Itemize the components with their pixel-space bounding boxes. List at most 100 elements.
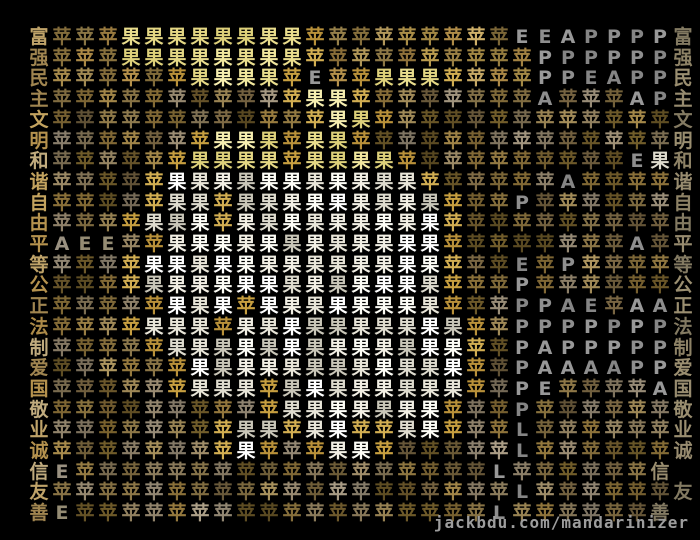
mosaic-cell: 苹 [558, 377, 578, 400]
mosaic-cell: 苹 [52, 419, 72, 442]
mosaic-cell: 苹 [489, 108, 509, 131]
mosaic-cell: 苹 [604, 170, 624, 193]
mosaic-cell: 苹 [305, 460, 325, 483]
mosaic-cell: 文 [673, 108, 693, 131]
mosaic-cell: 果 [167, 46, 187, 69]
mosaic-cell: 苹 [397, 150, 417, 173]
mosaic-cell: 苹 [374, 419, 394, 442]
mosaic-cell: 果 [351, 191, 371, 214]
mosaic-cell: 苹 [535, 460, 555, 483]
mosaic-cell: 明 [29, 129, 49, 152]
mosaic-cell: 苹 [489, 481, 509, 504]
mosaic-cell: 苹 [75, 440, 95, 462]
mosaic-cell: 苹 [213, 419, 233, 442]
mosaic-cell: 苹 [397, 440, 417, 462]
mosaic-cell: 果 [121, 46, 141, 69]
mosaic-cell: 苹 [167, 460, 187, 483]
mosaic-cell: 苹 [512, 212, 532, 235]
mosaic-cell: 果 [190, 315, 210, 338]
mosaic-cell: 苹 [581, 233, 601, 255]
mosaic-cell: 苹 [190, 88, 210, 111]
mosaic-cell: 果 [328, 108, 348, 131]
mosaic-cell: 苹 [52, 253, 72, 276]
mosaic-cell: 苹 [581, 191, 601, 214]
mosaic-cell: 果 [374, 315, 394, 338]
mosaic-cell: 苹 [604, 233, 624, 255]
mosaic-cell: 苹 [581, 481, 601, 504]
mosaic-cell: 苹 [512, 129, 532, 152]
mosaic-cell: 苹 [604, 295, 624, 318]
mosaic-cell: 法 [29, 315, 49, 338]
mosaic-cell: 苹 [75, 295, 95, 318]
mosaic-cell: 苹 [144, 191, 164, 214]
mosaic-cell: 苹 [259, 440, 279, 462]
mosaic-cell: 苹 [98, 502, 118, 525]
mosaic-cell: 苹 [443, 398, 463, 421]
mosaic-cell: 苹 [558, 88, 578, 111]
mosaic-cell: 果 [397, 398, 417, 421]
mosaic-cell: 苹 [167, 357, 187, 380]
mosaic-cell: 苹 [512, 502, 532, 525]
mosaic-cell: 果 [397, 295, 417, 318]
mosaic-cell: 苹 [489, 67, 509, 90]
mosaic-cell: 苹 [236, 398, 256, 421]
mosaic-cell: 果 [236, 377, 256, 400]
site-credit-url: jackbdu.com/mandarinizer [433, 513, 689, 532]
mosaic-cell: 苹 [443, 212, 463, 235]
mosaic-cell: 果 [420, 274, 440, 297]
mosaic-cell: 果 [190, 377, 210, 400]
mosaic-cell: 苹 [558, 150, 578, 173]
mosaic-cell: 苹 [604, 191, 624, 214]
mosaic-cell: 果 [213, 253, 233, 276]
mosaic-cell: 果 [328, 274, 348, 297]
mosaic-cell: 苹 [420, 460, 440, 483]
mosaic-cell: 苹 [558, 502, 578, 525]
mosaic-cell: P [515, 336, 529, 359]
mosaic-cell: 果 [420, 315, 440, 338]
mosaic-cell: 苹 [98, 88, 118, 111]
mosaic-cell: 苹 [581, 398, 601, 421]
mosaic-cell: 主 [673, 88, 693, 111]
mosaic-cell: 苹 [489, 419, 509, 442]
mosaic-cell: 果 [328, 191, 348, 214]
mosaic-cell: 苹 [604, 108, 624, 131]
mosaic-cell: 苹 [282, 502, 302, 525]
mosaic-cell: 苹 [121, 253, 141, 276]
mosaic-cell: 苹 [282, 88, 302, 111]
mosaic-cell: P [561, 315, 575, 338]
mosaic-cell: 苹 [282, 108, 302, 131]
mosaic-cell: 果 [328, 150, 348, 173]
mosaic-cell: 苹 [535, 191, 555, 214]
mosaic-cell: 苹 [420, 440, 440, 462]
mosaic-cell: 苹 [558, 419, 578, 442]
mosaic-cell: 苹 [604, 502, 624, 525]
mosaic-cell: 苹 [581, 440, 601, 462]
mosaic-cell: P [515, 315, 529, 338]
mosaic-cell: 果 [351, 440, 371, 462]
mosaic-cell: P [607, 26, 621, 48]
mosaic-cell: 果 [351, 274, 371, 297]
mosaic-cell: 苹 [558, 440, 578, 462]
mosaic-cell: 果 [259, 26, 279, 48]
mosaic-cell: 苹 [443, 419, 463, 442]
mosaic-cell: 苹 [489, 440, 509, 462]
mosaic-cell: 苹 [397, 26, 417, 48]
mosaic-cell: 苹 [351, 46, 371, 69]
mosaic-cell: P [561, 253, 575, 276]
mosaic-cell: 善 [650, 502, 670, 525]
mosaic-cell: 苹 [374, 440, 394, 462]
mosaic-cell: 苹 [466, 191, 486, 214]
mosaic-cell: 苹 [489, 233, 509, 255]
mosaic-cell: 苹 [144, 377, 164, 400]
mosaic-cell: P [630, 46, 644, 69]
mosaic-cell: 果 [282, 315, 302, 338]
mosaic-cell: 苹 [558, 108, 578, 131]
mosaic-cell: 苹 [167, 440, 187, 462]
mosaic-cell: 果 [328, 440, 348, 462]
mosaic-cell: 苹 [121, 212, 141, 235]
mosaic-cell: 苹 [650, 419, 670, 442]
mosaic-cell: P [653, 88, 667, 111]
mosaic-cell: 苹 [282, 419, 302, 442]
mosaic-cell: 苹 [466, 377, 486, 400]
